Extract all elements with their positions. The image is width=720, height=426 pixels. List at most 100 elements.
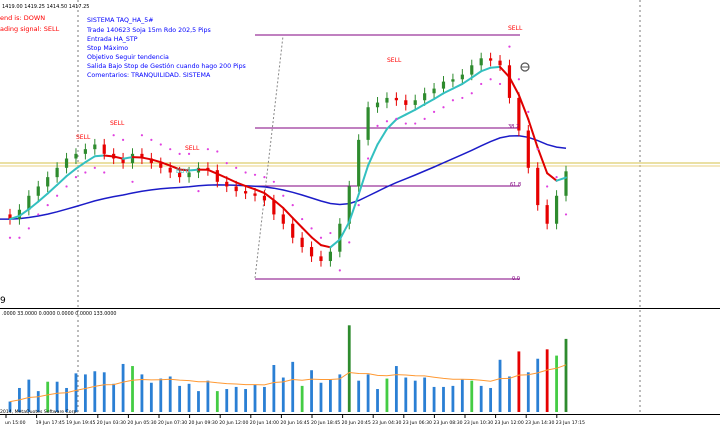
candle-body (178, 172, 182, 178)
fast-ma-segment (188, 168, 200, 172)
candle-body (281, 214, 285, 224)
psar-dot (329, 231, 332, 235)
candlesticks (8, 52, 568, 267)
fast-ma-segment (546, 172, 558, 182)
volume-bar (27, 379, 31, 412)
volume-bar (451, 385, 455, 412)
candle (27, 190, 31, 216)
volume-bar (357, 380, 361, 412)
psar-dot (178, 152, 181, 155)
fast-ma-segment (499, 65, 511, 79)
volume-bar (168, 376, 172, 412)
trading-signal-label: ading signal: SELL (0, 25, 60, 33)
volume-bar (385, 378, 389, 412)
volume-bar (479, 385, 483, 412)
candle-body (309, 247, 314, 257)
candle (489, 52, 493, 67)
candle-body (291, 223, 295, 238)
volume-bar (319, 382, 323, 412)
x-tick-label: 23 Jun 04:30 (372, 420, 401, 426)
candle (36, 180, 40, 202)
psar-dot (564, 213, 568, 216)
ohlc-readout: 1419.00 1419.25 1414.50 1417.25 (2, 4, 89, 10)
fast-ma-segment (27, 200, 40, 211)
candle-body (394, 97, 398, 101)
candle (83, 143, 87, 160)
volume-histogram (8, 325, 568, 412)
psar-dot (451, 99, 455, 102)
psar-dot (404, 122, 407, 125)
psar-dot (112, 134, 115, 137)
psar-dot (367, 157, 370, 160)
volume-bar (187, 383, 191, 412)
candle (451, 73, 455, 88)
psar-dot (489, 78, 492, 81)
volume-bar (234, 386, 238, 412)
fast-ma-segment (150, 158, 162, 164)
fast-ma-segment (140, 156, 153, 161)
candle-body (55, 167, 59, 178)
candle-body (74, 153, 78, 159)
psar-dot (527, 110, 530, 113)
candle (423, 87, 427, 106)
psar-dot (376, 124, 379, 127)
psar-dot (121, 138, 125, 141)
fast-ma-segment (489, 65, 502, 69)
sell-signal-label: SELL (508, 25, 523, 32)
candle-body (498, 60, 502, 66)
candle-body (517, 97, 521, 131)
candle-body (319, 256, 323, 262)
volume-bar (300, 385, 304, 412)
sell-signal-label: SELL (185, 145, 200, 152)
candle (536, 162, 540, 211)
candle-body (234, 186, 238, 192)
fast-ma-segment (65, 167, 77, 178)
candle-body (564, 171, 568, 196)
psar-dot (235, 166, 238, 169)
candle (215, 164, 219, 188)
fast-ma-segment (404, 108, 417, 116)
candle (140, 148, 144, 165)
candle-body (130, 153, 135, 164)
psar-dot (508, 45, 511, 48)
fast-ma-segment (395, 113, 407, 121)
candle-body (460, 74, 464, 80)
candle (432, 83, 436, 99)
candle-body (328, 251, 333, 262)
candle (74, 148, 78, 165)
trade-comment-box: SISTEMA TAQ_HA_5# Trade 140623 Soja 15m … (86, 17, 246, 79)
candle-body (102, 144, 106, 154)
volume-bar (470, 380, 474, 412)
x-tick-label: 23 Jun 10:30 (464, 420, 493, 426)
psar-dot (56, 194, 59, 197)
x-tick-label: 23 Jun 17:15 (556, 420, 585, 426)
volume-bar (432, 386, 436, 412)
fast-ma-segment (433, 92, 445, 101)
fast-ma-segment (74, 161, 87, 170)
candle-body (149, 158, 153, 164)
candle-body (507, 65, 512, 98)
psar-dot (18, 236, 21, 239)
x-tick-label: 20 Jun 03:30 (97, 420, 126, 426)
fast-ma-segment (18, 208, 30, 217)
volume-bar (149, 382, 153, 412)
volume-bar (272, 365, 276, 412)
volume-bar (93, 371, 97, 412)
candle (55, 162, 59, 183)
fast-ma-segment (84, 155, 96, 164)
volume-bar (404, 377, 408, 412)
psar-dot (414, 122, 417, 125)
x-tick-label: 23 Jun 14:30 (525, 420, 554, 426)
psar-dot (423, 117, 426, 120)
volume-bar (206, 380, 210, 412)
candle (300, 232, 304, 253)
x-tick-label: 23 Jun 08:30 (433, 420, 462, 426)
volume-bar (536, 358, 540, 412)
volume-bar (489, 387, 493, 412)
candle-body (451, 79, 455, 82)
x-tick-label: 19 Jun 17:45 (36, 420, 65, 426)
fast-ma-segment (159, 161, 172, 167)
fast-ma-segment (225, 177, 238, 184)
x-tick-label: 20 Jun 18:45 (311, 420, 340, 426)
